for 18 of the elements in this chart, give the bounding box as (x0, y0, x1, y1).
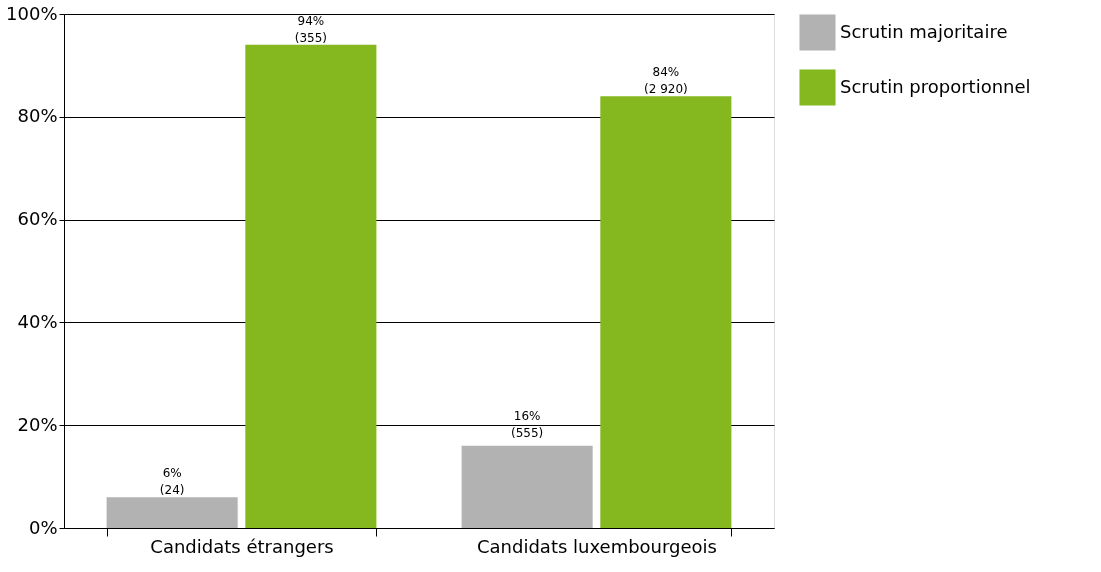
y-tick-label: 0% (28, 516, 58, 538)
bar (106, 497, 238, 528)
legend-label: Scrutin majoritaire (840, 20, 1008, 42)
legend-label: Scrutin proportionnel (840, 75, 1031, 97)
data-label: 16% (555) (511, 408, 544, 440)
bar (461, 445, 593, 528)
bar (245, 44, 377, 528)
data-label: 6% (24) (159, 466, 185, 498)
x-tick-label: Candidats étrangers (150, 535, 334, 557)
data-label: 84% (2 920) (644, 65, 688, 97)
x-tick-label: Candidats luxembourgeois (477, 535, 717, 557)
y-tick-label: 80% (17, 105, 58, 127)
y-tick-label: 40% (17, 310, 58, 332)
y-tick-label: 60% (17, 208, 58, 230)
y-tick-label: 100% (6, 2, 58, 24)
data-label: 94% (355) (294, 13, 327, 45)
bar (600, 96, 732, 528)
y-tick-label: 20% (17, 413, 58, 435)
